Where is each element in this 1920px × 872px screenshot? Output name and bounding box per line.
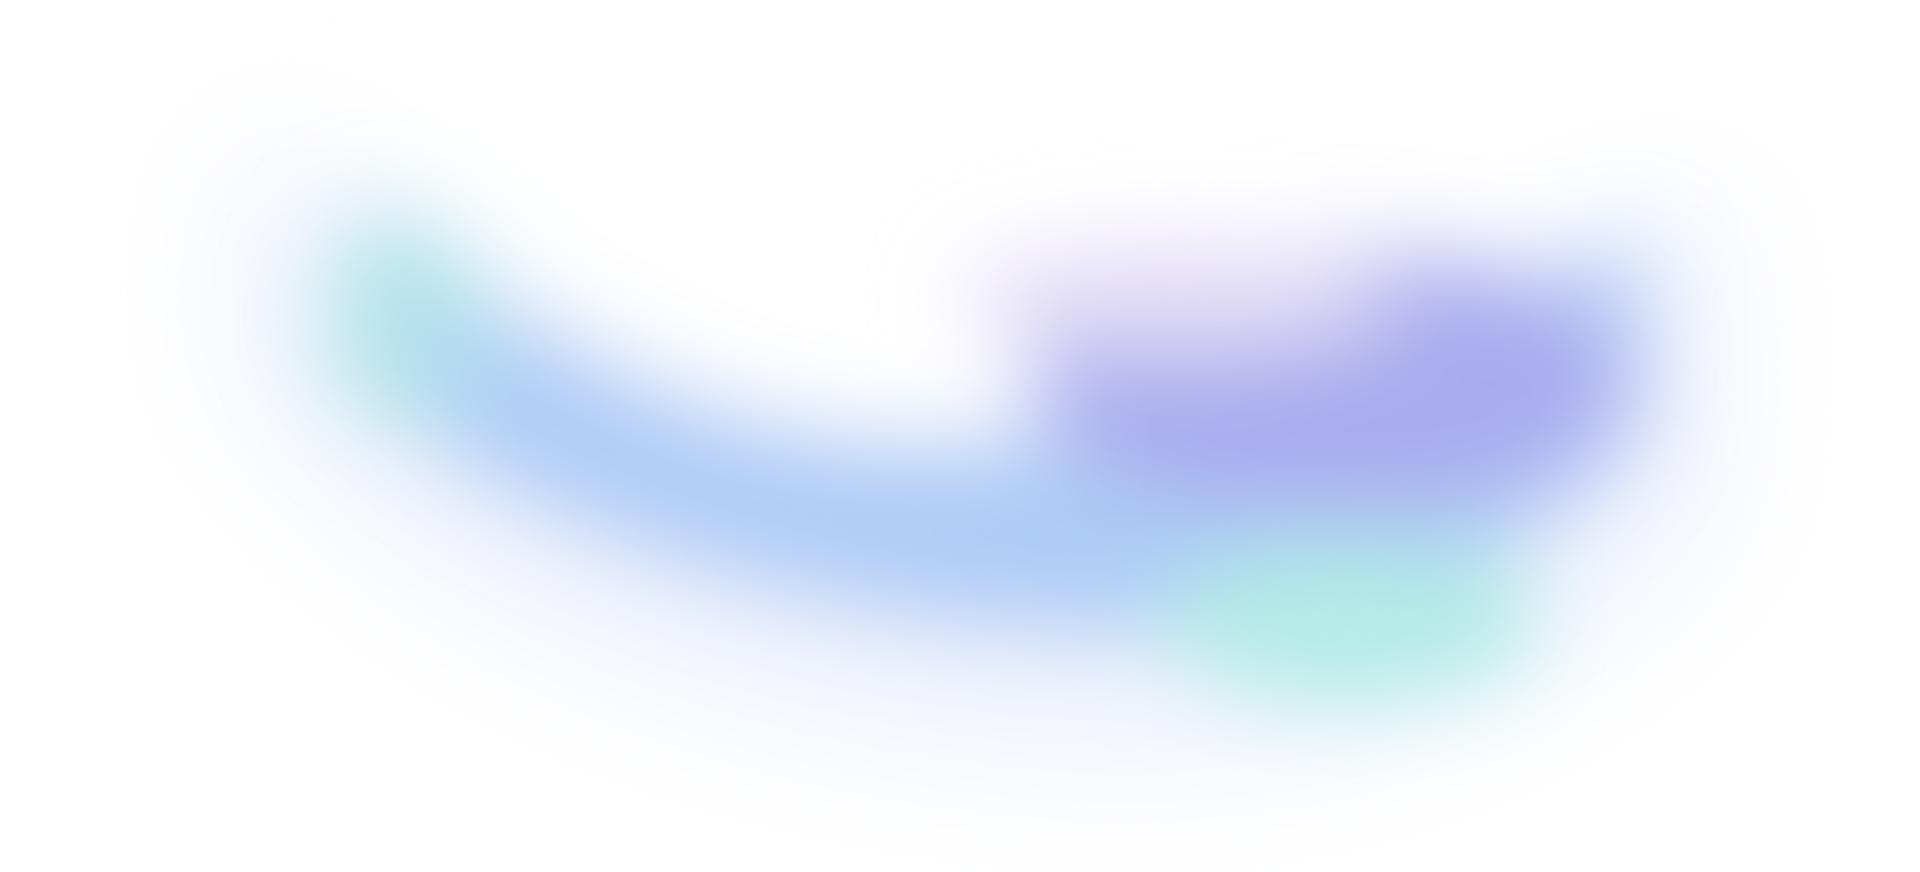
main-blue-band xyxy=(360,200,1640,631)
teal-glow xyxy=(1160,540,1540,700)
lavender-highlight xyxy=(960,245,1400,355)
left-teal-glow xyxy=(310,210,490,430)
